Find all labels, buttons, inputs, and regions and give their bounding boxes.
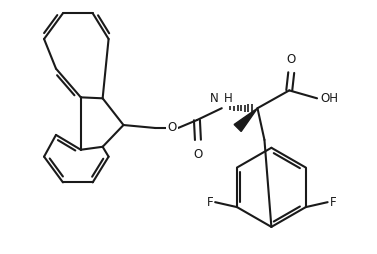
Text: O: O	[193, 148, 202, 161]
Polygon shape	[234, 108, 257, 132]
Text: N: N	[210, 92, 219, 105]
Text: OH: OH	[320, 92, 338, 105]
Text: H: H	[224, 92, 233, 105]
Text: F: F	[329, 196, 336, 209]
Text: O: O	[167, 121, 177, 134]
Text: F: F	[207, 196, 213, 209]
Text: O: O	[287, 53, 296, 66]
